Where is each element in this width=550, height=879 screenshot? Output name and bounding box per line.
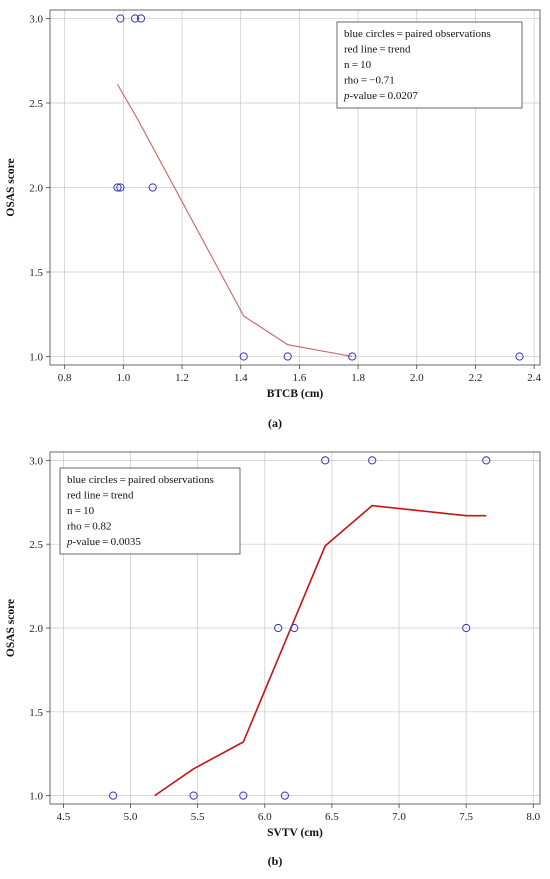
panel-label-a: (a) [268, 416, 282, 430]
y-tick-label: 3.0 [29, 455, 43, 467]
legend-a: blue circles = paired observations red l… [336, 21, 523, 109]
y-tick-label: 2.5 [29, 539, 43, 551]
legend-line-p-value: p-value = 0.0035 [66, 536, 141, 548]
data-point [283, 352, 292, 361]
x-tick-label: 6.5 [325, 811, 339, 823]
x-tick-label: 7.0 [392, 811, 406, 823]
data-point [189, 791, 198, 800]
chart-panel-a: 0.8 1.0 1.2 1.4 1.6 1.8 2.0 2.2 2.4 1.0 1.5 2.0 2.5 3… [5, 9, 542, 430]
data-point [515, 352, 524, 361]
data-point [148, 183, 157, 192]
y-axis-title-b: OSAS score [5, 599, 17, 657]
y-tick-label: 3.0 [29, 13, 43, 25]
legend-b: blue circles = paired observations red l… [59, 467, 241, 555]
x-tick-label: 1.0 [116, 372, 130, 384]
x-tick-label: 1.4 [234, 372, 248, 384]
chart-panel-b: 4.5 5.0 5.5 6.0 6.5 7.0 7.5 8.01.01.52.02.53.0 … [5, 451, 541, 868]
x-tick-label: 4.5 [57, 811, 71, 823]
p-symbol: p [343, 90, 350, 102]
x-tick-label: 5.0 [124, 811, 138, 823]
x-tick-label: 1.8 [351, 372, 365, 384]
x-tick-label: 5.5 [191, 811, 205, 823]
p-symbol: p [66, 536, 73, 548]
legend-line-points: blue circles = paired observations [67, 474, 214, 486]
y-tick-label: 1.5 [29, 707, 43, 719]
ticks-a: 0.8 1.0 1.2 1.4 1.6 1.8 2.0 2.2 2.4 1.0 1.5 2.0 2.5 3… [29, 13, 541, 384]
x-tick-label: 2.0 [410, 372, 424, 384]
panel-label-b: (b) [268, 854, 283, 868]
data-point [136, 14, 146, 23]
legend-line-rho: rho = 0.82 [67, 521, 112, 533]
data-point [348, 352, 357, 361]
data-point [239, 791, 248, 800]
data-point [368, 456, 377, 465]
y-tick-label: 2.0 [29, 623, 43, 635]
data-point [113, 183, 122, 192]
data-point [109, 791, 118, 800]
data-point [482, 456, 491, 465]
trend-line-a [117, 84, 353, 358]
legend-line-n: n = 10 [344, 59, 372, 71]
data-point [239, 352, 248, 361]
data-point [131, 14, 140, 23]
points-a [113, 14, 524, 361]
data-point [290, 623, 299, 633]
legend-box-b [59, 467, 241, 555]
ticks-b: 4.5 5.0 5.5 6.0 6.5 7.0 7.5 8.0 1.0 1.5 2.0 2.5 3.0 [29, 455, 540, 823]
legend-line-trend: red line = trend [344, 44, 411, 56]
legend-box-a [336, 21, 523, 109]
data-point [280, 791, 289, 800]
x-tick-label: 8.0 [526, 811, 540, 823]
x-tick-label: 2.2 [469, 372, 483, 384]
points-b [109, 456, 491, 800]
x-tick-label: 0.8 [58, 372, 72, 384]
y-axis-title-a: OSAS score [5, 158, 17, 216]
data-point [462, 623, 471, 633]
data-point [116, 14, 125, 23]
x-tick-label: 7.5 [459, 811, 473, 823]
trend-line-b [154, 504, 487, 797]
y-tick-label: 2.0 [29, 183, 43, 195]
x-axis-title-b: SVTV (cm) [267, 827, 323, 839]
x-tick-label: 2.4 [527, 372, 541, 384]
legend-line-n: n = 10 [67, 505, 95, 517]
legend-line-points: blue circles = paired observations [344, 28, 491, 40]
data-point [321, 456, 330, 465]
y-tick-label: 1.5 [29, 267, 43, 279]
y-tick-label: 1.0 [29, 352, 43, 364]
p-value-text: -value = 0.0207 [350, 90, 419, 102]
legend-line-trend: red line = trend [67, 490, 134, 502]
x-tick-label: 6.0 [258, 811, 272, 823]
y-tick-label: 2.5 [29, 98, 43, 110]
legend-line-rho: rho = −0.71 [344, 75, 395, 87]
p-value-text: -value = 0.0035 [73, 536, 142, 548]
y-tick-label: 1.0 [29, 791, 43, 803]
legend-line-p-value: p-value = 0.0207 [343, 90, 418, 102]
x-tick-label: 1.2 [175, 372, 189, 384]
data-point [116, 183, 125, 192]
data-point [274, 623, 283, 633]
x-tick-label: 1.6 [293, 372, 307, 384]
x-axis-title-a: BTCB (cm) [267, 388, 324, 400]
